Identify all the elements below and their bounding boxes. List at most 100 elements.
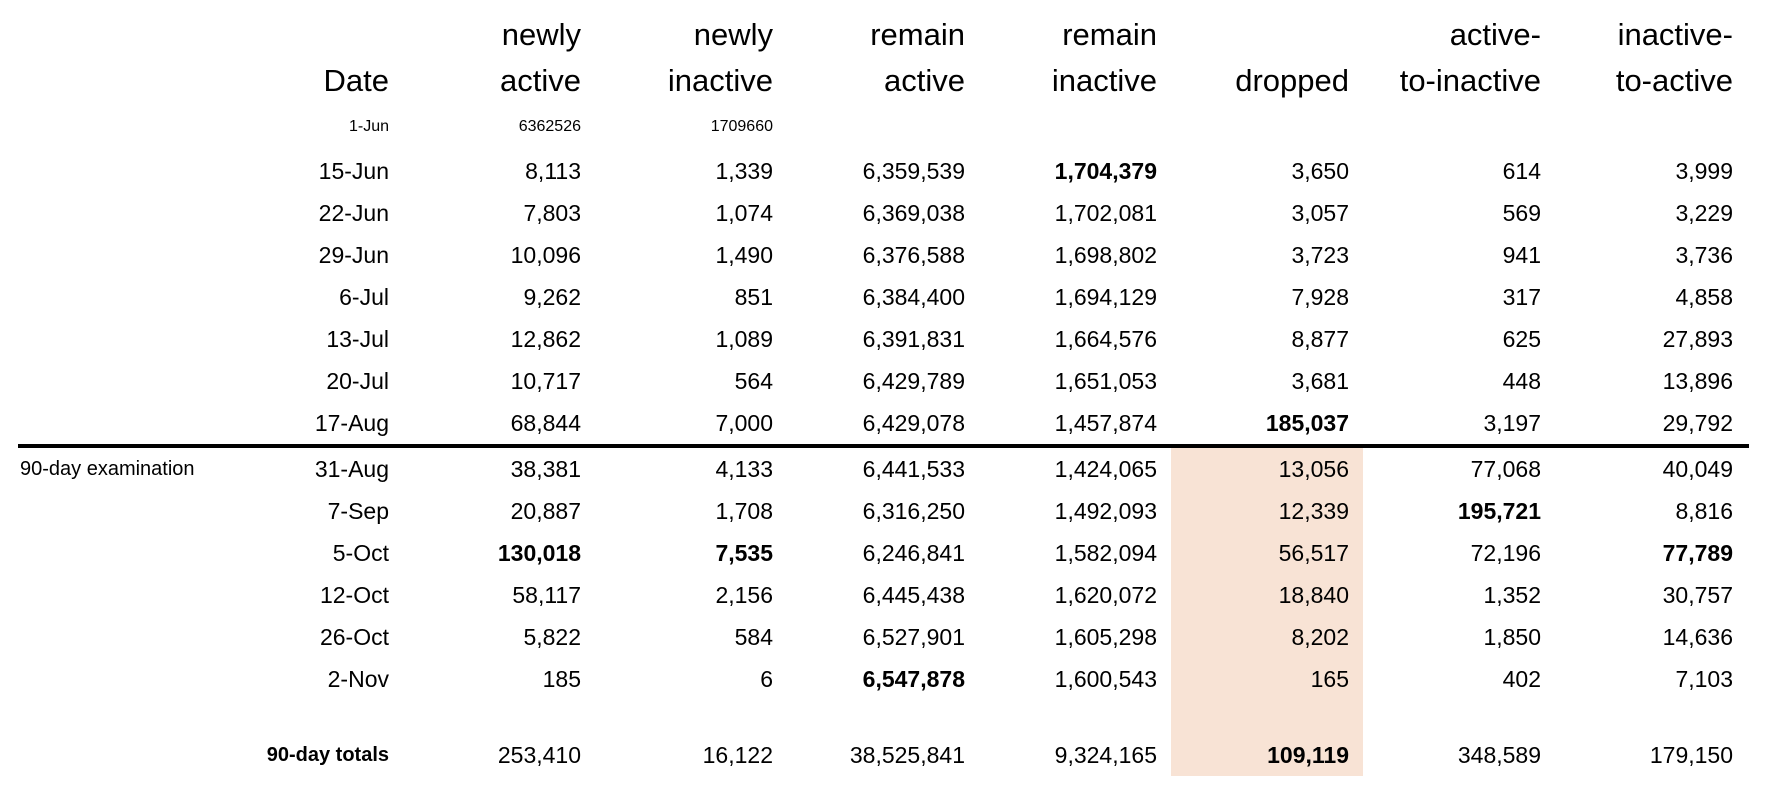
value-cell[interactable]: 6362526 [518, 118, 581, 135]
value-cell[interactable]: 3,197 [1483, 409, 1541, 436]
value-cell[interactable]: 8,877 [1291, 325, 1349, 352]
row-label-cell[interactable] [0, 318, 211, 360]
value-cell[interactable]: 20,887 [510, 497, 581, 524]
row-label-cell[interactable] [0, 574, 211, 616]
value-cell[interactable]: 2,156 [715, 581, 773, 608]
header-cell[interactable]: inactive [1051, 63, 1157, 98]
value-cell[interactable]: 6,445,438 [862, 581, 965, 608]
value-cell[interactable]: 1709660 [710, 118, 773, 135]
value-cell[interactable]: 185,037 [1265, 409, 1349, 436]
value-cell[interactable]: 56,517 [1171, 532, 1363, 574]
value-cell[interactable]: 29,792 [1662, 409, 1733, 436]
value-cell[interactable]: 3,736 [1675, 241, 1733, 268]
value-cell[interactable]: 584 [734, 623, 773, 650]
value-cell[interactable]: 1,698,802 [1054, 241, 1157, 268]
value-cell[interactable] [979, 104, 1171, 150]
header-cell[interactable]: to-inactive [1399, 63, 1541, 98]
value-cell[interactable]: 7,803 [523, 199, 581, 226]
value-cell[interactable]: 1,694,129 [1054, 283, 1157, 310]
date-cell[interactable]: 20-Jul [326, 367, 389, 394]
value-cell[interactable]: 1,651,053 [1054, 367, 1157, 394]
value-cell[interactable]: 27,893 [1662, 325, 1733, 352]
value-cell[interactable]: 9,262 [523, 283, 581, 310]
value-cell[interactable]: 1,352 [1483, 581, 1541, 608]
value-cell[interactable]: 1,850 [1483, 623, 1541, 650]
row-label-cell[interactable] [0, 658, 211, 700]
date-cell[interactable]: 5-Oct [332, 539, 389, 566]
value-cell[interactable]: 614 [1502, 157, 1541, 184]
value-cell[interactable]: 40,049 [1662, 455, 1733, 482]
value-cell[interactable]: 6,316,250 [862, 497, 965, 524]
value-cell[interactable]: 18,840 [1171, 574, 1363, 616]
value-cell[interactable]: 7,535 [715, 539, 773, 566]
value-cell[interactable]: 6,359,539 [862, 157, 965, 184]
date-cell[interactable]: 12-Oct [319, 581, 389, 608]
value-cell[interactable]: 165 [1171, 658, 1363, 700]
value-cell[interactable]: 317 [1502, 283, 1541, 310]
value-cell[interactable]: 5,822 [523, 623, 581, 650]
value-cell[interactable]: 77,789 [1662, 539, 1733, 566]
value-cell[interactable]: 1,339 [715, 157, 773, 184]
row-label-cell[interactable] [0, 402, 211, 444]
value-cell[interactable]: 13,896 [1662, 367, 1733, 394]
value-cell[interactable]: 6,429,078 [862, 409, 965, 436]
value-cell[interactable]: 30,757 [1662, 581, 1733, 608]
section-label[interactable]: 90-day examination [20, 457, 195, 480]
value-cell[interactable]: 8,113 [525, 157, 581, 184]
header-cell[interactable]: newly [501, 17, 581, 52]
row-label-cell[interactable] [0, 276, 211, 318]
date-cell[interactable]: 31-Aug [314, 455, 389, 482]
value-cell[interactable]: 6,391,831 [862, 325, 965, 352]
date-cell[interactable]: 15-Jun [318, 157, 389, 184]
value-cell[interactable]: 569 [1502, 199, 1541, 226]
date-cell[interactable]: 2-Nov [327, 665, 389, 692]
value-cell[interactable]: 6,441,533 [862, 455, 965, 482]
value-cell[interactable]: 130,018 [497, 539, 581, 566]
value-cell[interactable]: 72,196 [1470, 539, 1541, 566]
value-cell[interactable]: 1,457,874 [1054, 409, 1157, 436]
totals-value-cell[interactable]: 348,589 [1457, 741, 1541, 768]
value-cell[interactable]: 1,600,543 [1054, 665, 1157, 692]
value-cell[interactable]: 1,708 [715, 497, 773, 524]
value-cell[interactable]: 10,096 [510, 241, 581, 268]
value-cell[interactable]: 3,057 [1291, 199, 1349, 226]
value-cell[interactable]: 1,620,072 [1054, 581, 1157, 608]
row-label-cell[interactable] [0, 104, 211, 150]
header-cell[interactable]: remain [870, 17, 965, 52]
value-cell[interactable]: 1,702,081 [1054, 199, 1157, 226]
row-label-cell[interactable] [0, 532, 211, 574]
value-cell[interactable]: 185 [542, 665, 581, 692]
header-cell[interactable]: inactive- [1617, 17, 1733, 52]
value-cell[interactable]: 941 [1502, 241, 1541, 268]
value-cell[interactable]: 6,376,588 [862, 241, 965, 268]
value-cell[interactable] [787, 104, 979, 150]
value-cell[interactable]: 1,605,298 [1054, 623, 1157, 650]
value-cell[interactable]: 6,527,901 [862, 623, 965, 650]
date-cell[interactable]: 1-Jun [348, 118, 389, 135]
totals-value-cell[interactable]: 179,150 [1649, 741, 1733, 768]
header-cell[interactable]: remain [1062, 17, 1157, 52]
value-cell[interactable]: 1,490 [715, 241, 773, 268]
value-cell[interactable]: 4,858 [1675, 283, 1733, 310]
date-cell[interactable]: 13-Jul [326, 325, 389, 352]
row-label-cell[interactable] [0, 192, 211, 234]
totals-value-cell[interactable]: 9,324,165 [1054, 741, 1157, 768]
header-cell[interactable]: active- [1449, 17, 1541, 52]
value-cell[interactable]: 1,582,094 [1054, 539, 1157, 566]
value-cell[interactable]: 6,246,841 [862, 539, 965, 566]
value-cell[interactable]: 77,068 [1470, 455, 1541, 482]
header-cell[interactable] [211, 12, 403, 58]
date-cell[interactable]: 29-Jun [318, 241, 389, 268]
totals-value-cell[interactable]: 16,122 [702, 741, 773, 768]
header-cell[interactable]: active [500, 63, 581, 98]
date-cell[interactable]: 6-Jul [339, 283, 389, 310]
value-cell[interactable]: 58,117 [512, 581, 581, 608]
value-cell[interactable]: 7,103 [1675, 665, 1733, 692]
value-cell[interactable]: 10,717 [510, 367, 581, 394]
date-cell[interactable]: 17-Aug [314, 409, 389, 436]
value-cell[interactable]: 851 [734, 283, 773, 310]
value-cell[interactable]: 6,429,789 [862, 367, 965, 394]
value-cell[interactable]: 8,202 [1171, 616, 1363, 658]
value-cell[interactable]: 13,056 [1171, 448, 1363, 490]
value-cell[interactable]: 7,000 [715, 409, 773, 436]
